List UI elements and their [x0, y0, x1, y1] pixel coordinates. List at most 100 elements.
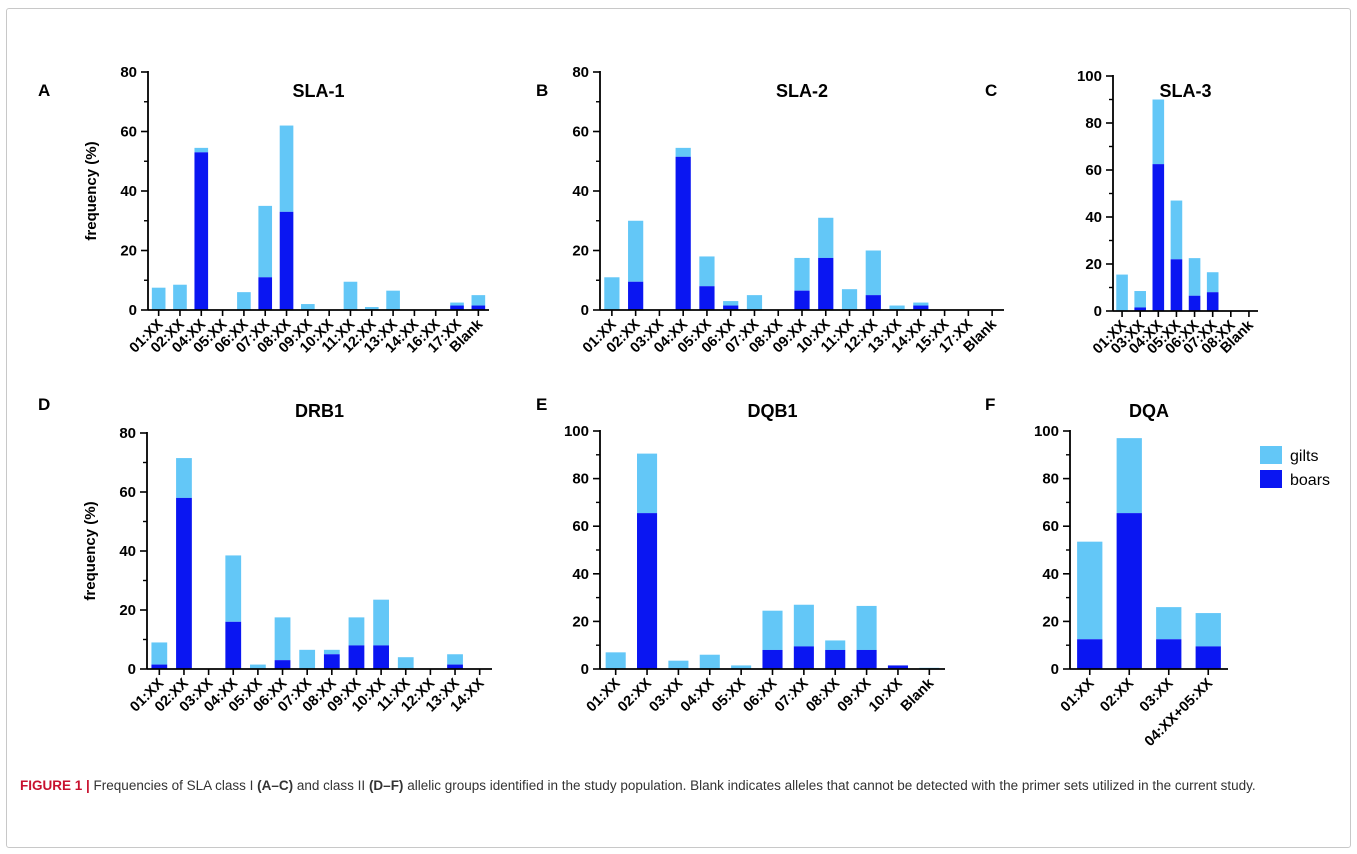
bar-boars-e-6	[793, 646, 814, 669]
y-tick-label-d-4: 80	[119, 425, 136, 442]
bar-gilts-c-2	[1152, 99, 1165, 165]
bar-boars-b-1	[628, 281, 644, 310]
y-tick-label-e-3: 60	[572, 518, 589, 535]
y-tick-label-c-2: 40	[1085, 209, 1102, 226]
bar-gilts-a-0	[151, 287, 166, 310]
panel-letter-d: D	[38, 395, 50, 414]
caption-bold-2: (D–F)	[368, 778, 404, 793]
bar-gilts-b-8	[794, 257, 810, 291]
caption-text-1: Frequencies of SLA class I	[89, 778, 258, 793]
panel-title-b: SLA-2	[776, 81, 828, 101]
y-tick-label-e-4: 80	[572, 471, 589, 488]
panel-letter-f: F	[985, 395, 995, 414]
y-tick-label-d-2: 40	[119, 543, 136, 560]
x-tick-label-e-7: 08:XX	[803, 675, 843, 715]
y-tick-label-a-0: 0	[129, 302, 137, 319]
bar-gilts-b-5	[723, 301, 739, 306]
legend-swatch-gilts	[1260, 446, 1282, 464]
bar-gilts-d-6	[299, 649, 316, 669]
bar-gilts-d-0	[151, 642, 168, 665]
bar-boars-d-3	[225, 621, 242, 669]
panel-title-d: DRB1	[295, 401, 344, 421]
x-tick-label-e-1: 02:XX	[615, 675, 655, 715]
bar-boars-b-13	[913, 305, 929, 310]
bar-gilts-b-0	[604, 277, 620, 310]
caption-text-2: and class II	[293, 778, 369, 793]
bar-boars-a-14	[450, 305, 464, 310]
bar-gilts-d-1	[176, 458, 192, 498]
bar-gilts-a-2	[194, 147, 209, 153]
bar-gilts-e-6	[793, 604, 814, 647]
y-tick-label-f-5: 100	[1034, 423, 1059, 440]
bar-gilts-b-3	[675, 147, 691, 157]
panel-title-c: SLA-3	[1159, 81, 1211, 101]
y-tick-label-a-4: 80	[120, 64, 137, 81]
bar-gilts-c-4	[1188, 258, 1201, 296]
bar-gilts-a-9	[343, 281, 358, 310]
bar-gilts-e-8	[856, 605, 877, 650]
y-tick-label-d-1: 20	[119, 602, 136, 619]
bar-boars-b-9	[818, 257, 834, 310]
x-tick-label-e-10: Blank	[898, 675, 938, 715]
y-tick-label-b-2: 40	[572, 183, 589, 200]
bar-boars-b-3	[675, 156, 691, 310]
y-tick-label-a-3: 60	[120, 124, 137, 141]
y-tick-label-b-4: 80	[572, 64, 589, 81]
y-tick-label-c-4: 80	[1085, 115, 1102, 132]
x-tick-label-e-9: 10:XX	[866, 675, 906, 715]
bar-boars-f-0	[1077, 639, 1103, 669]
bar-gilts-d-7	[323, 649, 340, 655]
panel-title-e: DQB1	[747, 401, 797, 421]
bar-boars-f-2	[1156, 639, 1182, 669]
bar-gilts-c-1	[1134, 291, 1146, 308]
bar-gilts-a-6	[279, 125, 294, 212]
bar-boars-d-0	[151, 664, 168, 669]
bar-gilts-c-5	[1206, 272, 1219, 293]
caption-bold-1: (A–C)	[257, 778, 294, 793]
y-tick-label-b-3: 60	[572, 124, 589, 141]
bar-gilts-b-9	[818, 217, 834, 258]
x-tick-label-f-0: 01:XX	[1058, 675, 1098, 715]
bar-gilts-b-4	[699, 256, 715, 287]
x-tick-label-e-5: 06:XX	[741, 675, 781, 715]
y-axis-label-d: frequency (%)	[82, 501, 99, 600]
y-axis-label-a: frequency (%)	[83, 141, 100, 240]
x-tick-label-e-2: 03:XX	[646, 675, 686, 715]
bar-boars-f-1	[1116, 513, 1142, 669]
legend-swatch-boars	[1260, 470, 1282, 488]
x-tick-label-f-1: 02:XX	[1097, 675, 1137, 715]
panel-letter-a: A	[38, 81, 50, 100]
bar-gilts-e-3	[699, 654, 720, 669]
bar-gilts-b-6	[746, 295, 763, 310]
bar-boars-a-5	[258, 277, 273, 310]
bar-gilts-f-2	[1156, 607, 1182, 640]
bar-gilts-d-5	[274, 617, 291, 661]
bar-boars-d-9	[373, 645, 389, 669]
bar-boars-a-15	[471, 305, 486, 310]
bar-boars-b-11	[865, 295, 881, 310]
y-tick-label-a-2: 40	[120, 183, 137, 200]
bar-gilts-b-10	[841, 289, 858, 310]
bar-gilts-a-7	[301, 304, 315, 310]
bar-gilts-e-4	[731, 665, 752, 669]
bar-gilts-f-1	[1116, 438, 1142, 514]
y-tick-label-e-2: 40	[572, 566, 589, 583]
bar-gilts-b-11	[865, 250, 881, 296]
y-tick-label-d-3: 60	[119, 484, 136, 501]
bar-gilts-d-3	[225, 555, 242, 622]
y-tick-label-c-0: 0	[1094, 303, 1102, 320]
y-tick-label-f-0: 0	[1051, 661, 1059, 678]
bar-gilts-c-0	[1116, 274, 1128, 311]
bar-boars-e-9	[887, 665, 908, 669]
bar-gilts-a-11	[386, 290, 400, 310]
bar-gilts-d-4	[250, 664, 266, 669]
y-tick-label-f-4: 80	[1042, 471, 1059, 488]
bar-gilts-e-2	[668, 660, 689, 669]
panel-letter-b: B	[536, 81, 548, 100]
bar-boars-c-4	[1188, 295, 1201, 311]
bar-boars-a-2	[194, 152, 209, 310]
bar-gilts-e-0	[605, 652, 626, 669]
bar-gilts-e-1	[637, 453, 658, 514]
y-tick-label-c-3: 60	[1085, 162, 1102, 179]
bar-gilts-a-15	[471, 295, 486, 306]
